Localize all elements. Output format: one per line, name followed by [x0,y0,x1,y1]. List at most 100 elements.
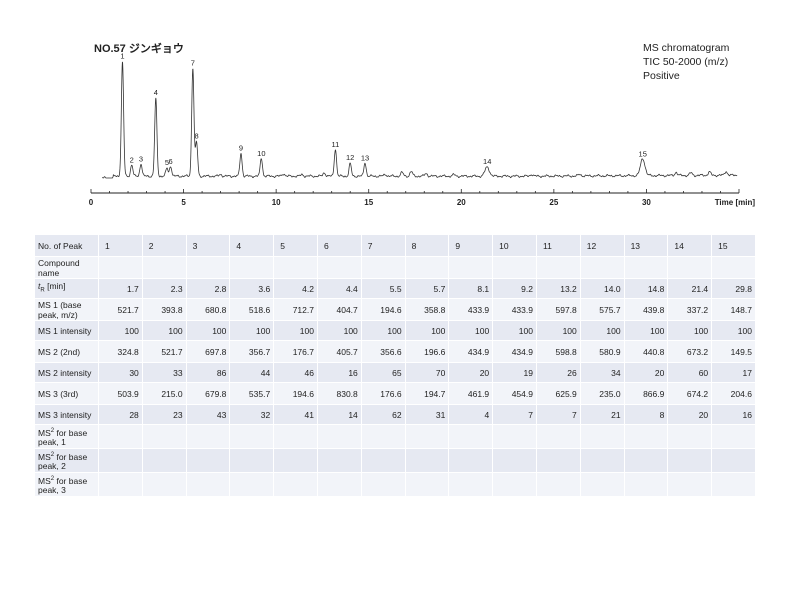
table-cell [448,448,494,473]
x-axis-label: Time [min] [715,198,756,207]
table-cell [579,256,625,279]
table-cell [623,256,669,279]
table-cell: 521.7 [141,340,187,363]
table-cell [623,424,669,449]
peak-number-11: 11 [535,234,581,257]
table-cell [185,472,231,497]
table-cell: 597.8 [535,298,581,321]
table-cell: 14.0 [579,278,625,299]
table-cell: 100 [229,320,275,341]
table-cell: 7 [492,404,537,425]
table-cell [229,256,275,279]
info-line-polarity: Positive [643,70,680,82]
table-cell [98,472,143,497]
table-cell: 503.9 [98,382,143,405]
table-cell: 16 [711,404,756,425]
table-cell: 100 [273,320,318,341]
table-cell [316,424,362,449]
table-cell: 830.8 [316,382,362,405]
table-cell [579,472,625,497]
table-cell: 358.8 [404,298,450,321]
table-cell: 324.8 [98,340,143,363]
table-cell [579,448,625,473]
table-cell: 60 [667,362,713,383]
table-row: Compound name [34,256,756,279]
table-cell: 100 [448,320,494,341]
peak-label-3: 3 [139,154,143,163]
table-cell [404,424,450,449]
table-cell: 176.7 [273,340,318,363]
peak-label-12: 12 [346,153,354,162]
table-cell: 33 [141,362,187,383]
peak-number-1: 1 [98,234,143,257]
table-cell: 697.8 [185,340,231,363]
table-row: MS 3 (3rd) 503.9 215.0 679.8 535.7 194.6 830.8… [34,382,756,405]
table-cell: 44 [229,362,275,383]
table-cell [711,448,756,473]
table-cell [535,424,581,449]
table-cell: 100 [360,320,406,341]
table-cell: 100 [98,320,143,341]
table-cell: 434.9 [448,340,494,363]
table-cell: 32 [229,404,275,425]
peak-label-1: 1 [120,52,124,61]
info-line-range: TIC 50-2000 (m/z) [643,56,729,68]
peak-number-15: 15 [711,234,756,257]
table-cell: 535.7 [229,382,275,405]
table-cell: 100 [316,320,362,341]
table-cell: 580.9 [579,340,625,363]
table-cell: 20 [448,362,494,383]
table-cell: 28 [98,404,143,425]
table-cell [141,448,187,473]
x-tick-label-0: 0 [89,198,94,207]
table-cell: 20 [623,362,669,383]
table-cell [711,424,756,449]
table-cell: 7 [535,404,581,425]
table-cell: 434.9 [492,340,537,363]
table-cell: 21 [579,404,625,425]
x-tick-label-25: 25 [549,198,558,207]
table-cell [185,424,231,449]
table-cell [492,472,537,497]
x-tick-label-30: 30 [642,198,651,207]
table-row: MS2 for base peak, 3 [34,472,756,497]
table-cell: 2.8 [185,278,231,299]
peak-number-9: 9 [448,234,494,257]
table-cell: 356.6 [360,340,406,363]
peak-number-14: 14 [667,234,713,257]
table-row: tR [min] 1.7 2.3 2.8 3.6 4.2 4.4 5.5 5.7 8.1 9.2 13… [34,278,756,299]
table-cell: 433.9 [448,298,494,321]
table-cell: 14 [316,404,362,425]
table-cell: 2.3 [141,278,187,299]
table-cell: 100 [667,320,713,341]
table-cell: 454.9 [492,382,537,405]
table-cell: 17 [711,362,756,383]
table-cell: 70 [404,362,450,383]
table-cell [711,472,756,497]
table-cell: 405.7 [316,340,362,363]
table-cell: 598.8 [535,340,581,363]
row-header: MS2 for base peak, 1 [34,424,99,449]
table-row: MS 1 (base peak, m/z) 521.7 393.8 680.8 518.… [34,298,756,321]
table-cell: 19 [492,362,537,383]
row-header: MS 1 (base peak, m/z) [34,298,99,321]
table-cell: 235.0 [579,382,625,405]
peak-number-2: 2 [141,234,187,257]
peak-number-6: 6 [316,234,362,257]
table-cell: 29.8 [711,278,756,299]
table-row: MS 2 intensity 30 33 86 44 46 16 65 70 20 19 26 34 20… [34,362,756,383]
table-cell: 16 [316,362,362,383]
table-row: MS 2 (2nd) 324.8 521.7 697.8 356.7 176.7 405.7… [34,340,756,363]
table-cell: 100 [711,320,756,341]
table-cell: 518.6 [229,298,275,321]
table-cell [229,448,275,473]
peak-table: No. of Peak 1 2 3 4 5 6 7 8 9 10 11 12 13 14 15 Compound… [34,234,756,497]
table-cell [360,472,406,497]
table-cell: 100 [141,320,187,341]
table-cell: 100 [492,320,537,341]
peak-label-4: 4 [154,88,158,97]
page-title: NO.57 ジンギョウ [94,43,184,55]
row-header: MS 2 (2nd) [34,340,99,363]
table-cell: 673.2 [667,340,713,363]
table-cell [492,448,537,473]
